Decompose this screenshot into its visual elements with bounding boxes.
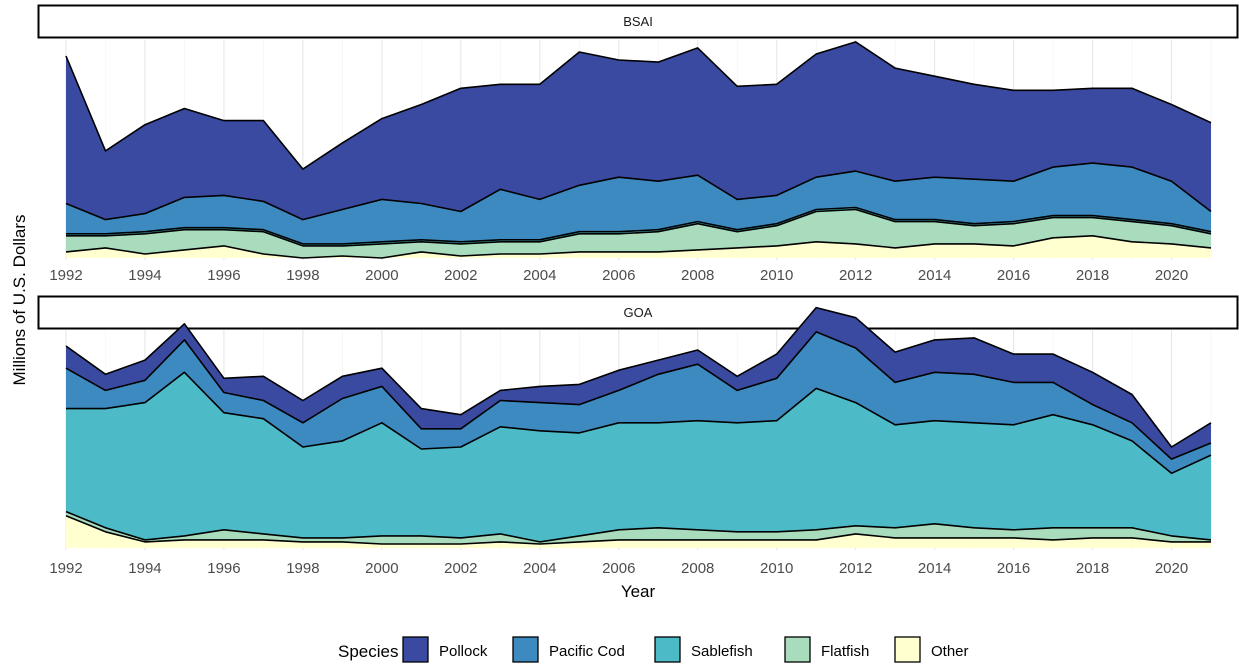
strip-background: [37, 295, 1239, 330]
area-pollock: [66, 307, 1211, 460]
area-layers: [66, 41, 1211, 258]
outline-pollock: [65, 41, 1212, 170]
legend-swatch-flatfish: [784, 636, 811, 663]
x-tick-label: 2002: [444, 267, 477, 284]
outline-flatfish: [66, 208, 1212, 247]
x-tick-label: 2008: [681, 560, 714, 577]
x-tick-label: 2000: [365, 560, 398, 577]
y-axis-title: Millions of U.S. Dollars: [10, 215, 29, 386]
area-pollock: [66, 41, 1211, 220]
x-tick-label: 2000: [365, 267, 398, 284]
x-tick-label: 2008: [681, 267, 714, 284]
legend-label: Sablefish: [691, 643, 753, 660]
x-tick-label: 2006: [602, 267, 635, 284]
outline-sablefish: [66, 371, 1212, 475]
x-tick-label: 1998: [286, 560, 319, 577]
x-tick-label: 2010: [760, 267, 793, 284]
outline-pollock: [65, 306, 1212, 448]
x-tick-label: 2006: [602, 560, 635, 577]
x-tick-label: 1996: [207, 560, 240, 577]
x-tick-label: 2004: [523, 560, 556, 577]
outline-pacific-cod: [65, 162, 1212, 221]
area-outlines: [65, 41, 1212, 259]
area-other: [66, 235, 1211, 258]
x-tick-label: 2004: [523, 267, 556, 284]
x-axis-title: Year: [621, 582, 656, 601]
legend: Species Pollock Pacific Cod Sablefish Flatf…: [338, 636, 969, 663]
x-tick-label: 2014: [918, 560, 951, 577]
x-tick-label: 2018: [1076, 560, 1109, 577]
x-tick-label: 1992: [49, 267, 82, 284]
outline-other: [65, 514, 1211, 545]
x-tick-label: 1994: [128, 267, 161, 284]
area-pacific-cod: [66, 163, 1211, 244]
legend-swatch-other: [894, 636, 921, 663]
x-tick-label: 2020: [1155, 267, 1188, 284]
outline-pacific-cod: [65, 331, 1212, 460]
legend-swatch-pacific-cod: [512, 636, 539, 663]
panel-goa: GOA 1992 1994 1996 1998 2000 2002 2004 2006 2008…: [37, 295, 1239, 577]
x-tick-label: 2016: [997, 560, 1030, 577]
x-tick-label: 1994: [128, 560, 161, 577]
area-flatfish: [66, 511, 1211, 544]
area-sablefish: [66, 372, 1211, 542]
legend-label: Other: [931, 643, 969, 660]
legend-label: Pacific Cod: [549, 643, 625, 660]
outline-sablefish: [66, 206, 1212, 245]
strip-title: BSAI: [623, 14, 653, 29]
x-tick-label: 2012: [839, 560, 872, 577]
x-tick-label: 2012: [839, 267, 872, 284]
x-tick-label: 2010: [760, 560, 793, 577]
panel-bsai: BSAI 1992 1994 1996 1998 2000 2002 2004 2006 200…: [37, 4, 1239, 284]
area-outlines: [65, 306, 1212, 545]
strip-title: GOA: [624, 305, 653, 320]
x-tick-label: 2016: [997, 267, 1030, 284]
area-other: [66, 515, 1211, 548]
x-tick-label: 2018: [1076, 267, 1109, 284]
legend-label: Pollock: [439, 643, 488, 660]
legend-swatch-sablefish: [654, 636, 681, 663]
x-tick-label: 1992: [49, 560, 82, 577]
legend-swatch-pollock: [402, 636, 429, 663]
x-tick-labels: 1992 1994 1996 1998 2000 2002 2004 2006 2008 2010…: [49, 267, 1188, 284]
strip-background: [37, 4, 1239, 39]
outline-other: [65, 235, 1212, 259]
area-layers: [66, 307, 1211, 548]
x-tick-label: 1998: [286, 267, 319, 284]
x-tick-labels: 1992 1994 1996 1998 2000 2002 2004 2006 2008 2010…: [49, 560, 1188, 577]
x-tick-label: 2020: [1155, 560, 1188, 577]
outline-flatfish: [65, 510, 1212, 543]
legend-title: Species: [338, 642, 398, 661]
legend-label: Flatfish: [821, 643, 869, 660]
x-tick-label: 2002: [444, 560, 477, 577]
x-tick-label: 2014: [918, 267, 951, 284]
area-pacific-cod: [66, 331, 1211, 474]
x-tick-label: 1996: [207, 267, 240, 284]
